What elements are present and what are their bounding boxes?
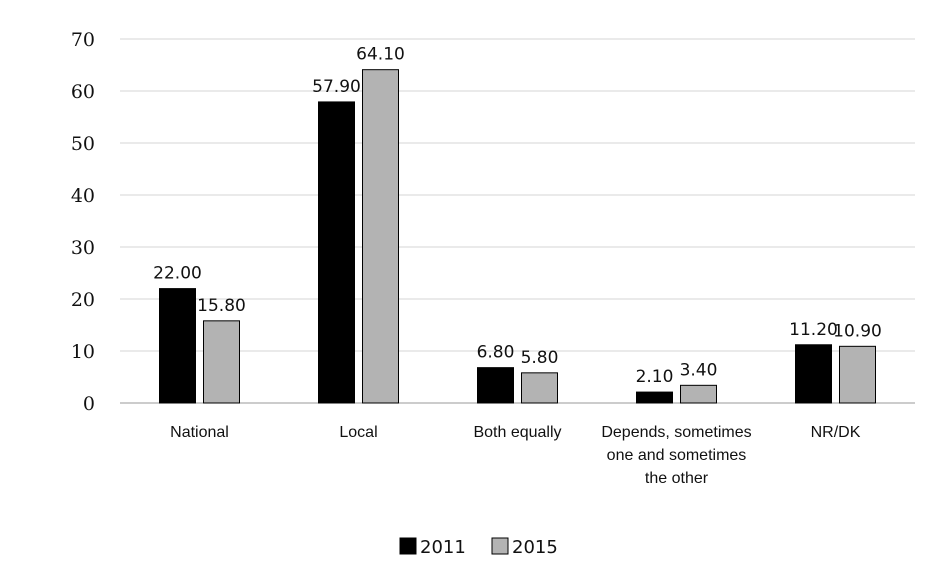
x-tick-label: the other <box>645 470 709 487</box>
gridlines <box>120 38 915 404</box>
y-tick-label: 70 <box>71 29 95 51</box>
y-tick-label: 50 <box>71 133 95 155</box>
bar-2011 <box>795 344 832 404</box>
legend: 2011 2015 <box>399 537 558 558</box>
y-tick-label: 30 <box>71 237 95 259</box>
legend-label-2011: 2011 <box>420 537 466 558</box>
y-tick-label: 0 <box>83 393 95 415</box>
bar-2011 <box>636 391 673 404</box>
x-tick-label: one and sometimes <box>607 447 747 464</box>
legend-swatch-2011 <box>399 537 417 555</box>
bar-2015 <box>839 345 876 404</box>
data-label: 64.10 <box>356 45 405 65</box>
data-label: 5.80 <box>521 348 559 368</box>
y-tick-label: 40 <box>71 185 95 207</box>
x-tick-label: Depends, sometimes <box>601 424 751 441</box>
bar-2011 <box>477 367 514 404</box>
bar-2015 <box>203 320 240 404</box>
bars <box>159 69 876 404</box>
bar-2015 <box>362 69 399 404</box>
x-tick-label: Local <box>339 424 377 441</box>
y-tick-label: 60 <box>71 81 95 103</box>
data-label: 6.80 <box>477 343 515 363</box>
data-labels: 22.00 15.80 57.90 64.10 6.80 5.80 2.10 3.40 11.2… <box>153 45 882 387</box>
y-axis: 0 10 20 30 40 50 60 70 <box>71 29 95 415</box>
data-label: 3.40 <box>680 360 718 380</box>
y-tick-label: 20 <box>71 289 95 311</box>
data-label: 15.80 <box>197 296 246 316</box>
data-label: 11.20 <box>789 320 838 340</box>
legend-swatch-2015 <box>491 537 509 555</box>
bar-2011 <box>159 288 196 404</box>
x-tick-label: National <box>170 424 229 441</box>
data-label: 22.00 <box>153 264 202 284</box>
data-label: 57.90 <box>312 77 361 97</box>
bar-2015 <box>521 372 558 404</box>
data-label: 10.90 <box>833 321 882 341</box>
x-tick-label: Both equally <box>473 424 561 441</box>
bar-2011 <box>318 101 355 404</box>
bar-2015 <box>680 384 717 404</box>
legend-label-2015: 2015 <box>512 537 558 558</box>
y-tick-label: 10 <box>71 341 95 363</box>
x-axis: National Local Both equally Depends, someti… <box>170 424 861 487</box>
x-tick-label: NR/DK <box>811 424 861 441</box>
data-label: 2.10 <box>636 367 674 387</box>
